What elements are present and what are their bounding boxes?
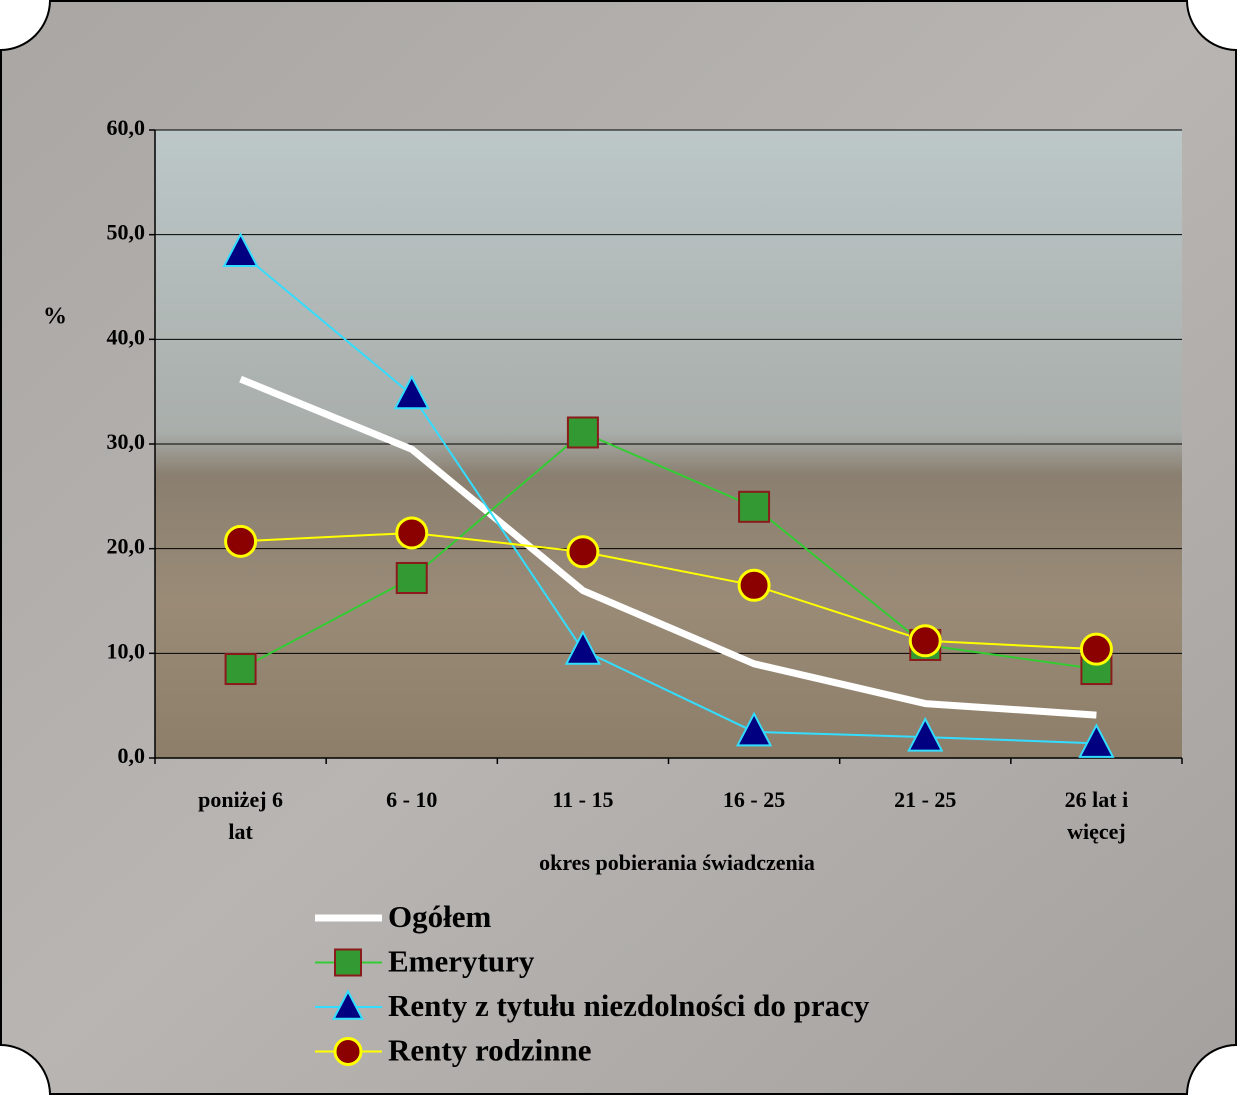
marker-square: [224, 653, 257, 686]
y-tick-label: 40,0: [107, 324, 146, 349]
y-tick-label: 10,0: [107, 638, 146, 663]
legend-label: Ogółem: [388, 899, 491, 934]
x-tick-label: 6 - 10: [386, 787, 438, 812]
y-tick-label: 20,0: [107, 534, 146, 559]
marker-triangle: [735, 711, 773, 747]
marker-circle: [737, 568, 771, 602]
marker-triangle: [1078, 723, 1115, 758]
series-line: [240, 431, 1097, 671]
marker-square: [395, 561, 428, 594]
y-tick-label: 0,0: [118, 743, 146, 768]
marker-square: [334, 948, 362, 977]
marker-triangle: [222, 232, 259, 267]
x-tick-label: 21 - 25: [894, 787, 957, 812]
y-tick-label: 50,0: [107, 220, 146, 245]
marker-circle: [333, 1037, 363, 1066]
marker-triangle: [907, 716, 944, 752]
marker-circle: [908, 624, 942, 658]
x-tick-label-box: 26 lat i więcej: [1064, 787, 1129, 844]
series-line: [239, 251, 1097, 745]
y-tick-label: 60,0: [107, 115, 146, 140]
x-tick-label: 11 - 15: [552, 787, 614, 812]
x-tick-label-box: 11 - 15: [552, 787, 614, 812]
legend-label: Renty z tytułu niezdolności do pracy: [388, 988, 870, 1023]
marker-circle: [1079, 632, 1113, 666]
marker-circle: [224, 524, 258, 558]
legend-label: Emerytury: [388, 944, 535, 979]
marker-triangle: [332, 989, 364, 1020]
marker-square: [738, 490, 771, 523]
x-tick-label-box: 16 - 25: [722, 787, 786, 812]
legend-label: Renty rodzinne: [388, 1033, 592, 1068]
y-axis-title: %: [43, 304, 67, 330]
x-tick-label: 26 lat i więcej: [1064, 787, 1129, 844]
marker-circle: [395, 516, 429, 550]
series-line: [240, 531, 1097, 651]
marker-triangle: [564, 630, 602, 665]
x-tick-label-box: poniżej 6 lat: [198, 787, 284, 844]
marker-square: [566, 416, 599, 449]
marker-circle: [566, 535, 600, 569]
series-line: [239, 375, 1097, 719]
x-tick-label-box: 6 - 10: [386, 787, 438, 812]
x-axis-title: okres pobierania świadczenia: [539, 850, 815, 875]
x-tick-label: poniżej 6 lat: [198, 787, 284, 844]
marker-triangle: [393, 374, 430, 410]
x-tick-label-box: 21 - 25: [894, 787, 957, 812]
x-tick-label: 16 - 25: [722, 787, 786, 812]
y-tick-label: 30,0: [107, 429, 146, 454]
